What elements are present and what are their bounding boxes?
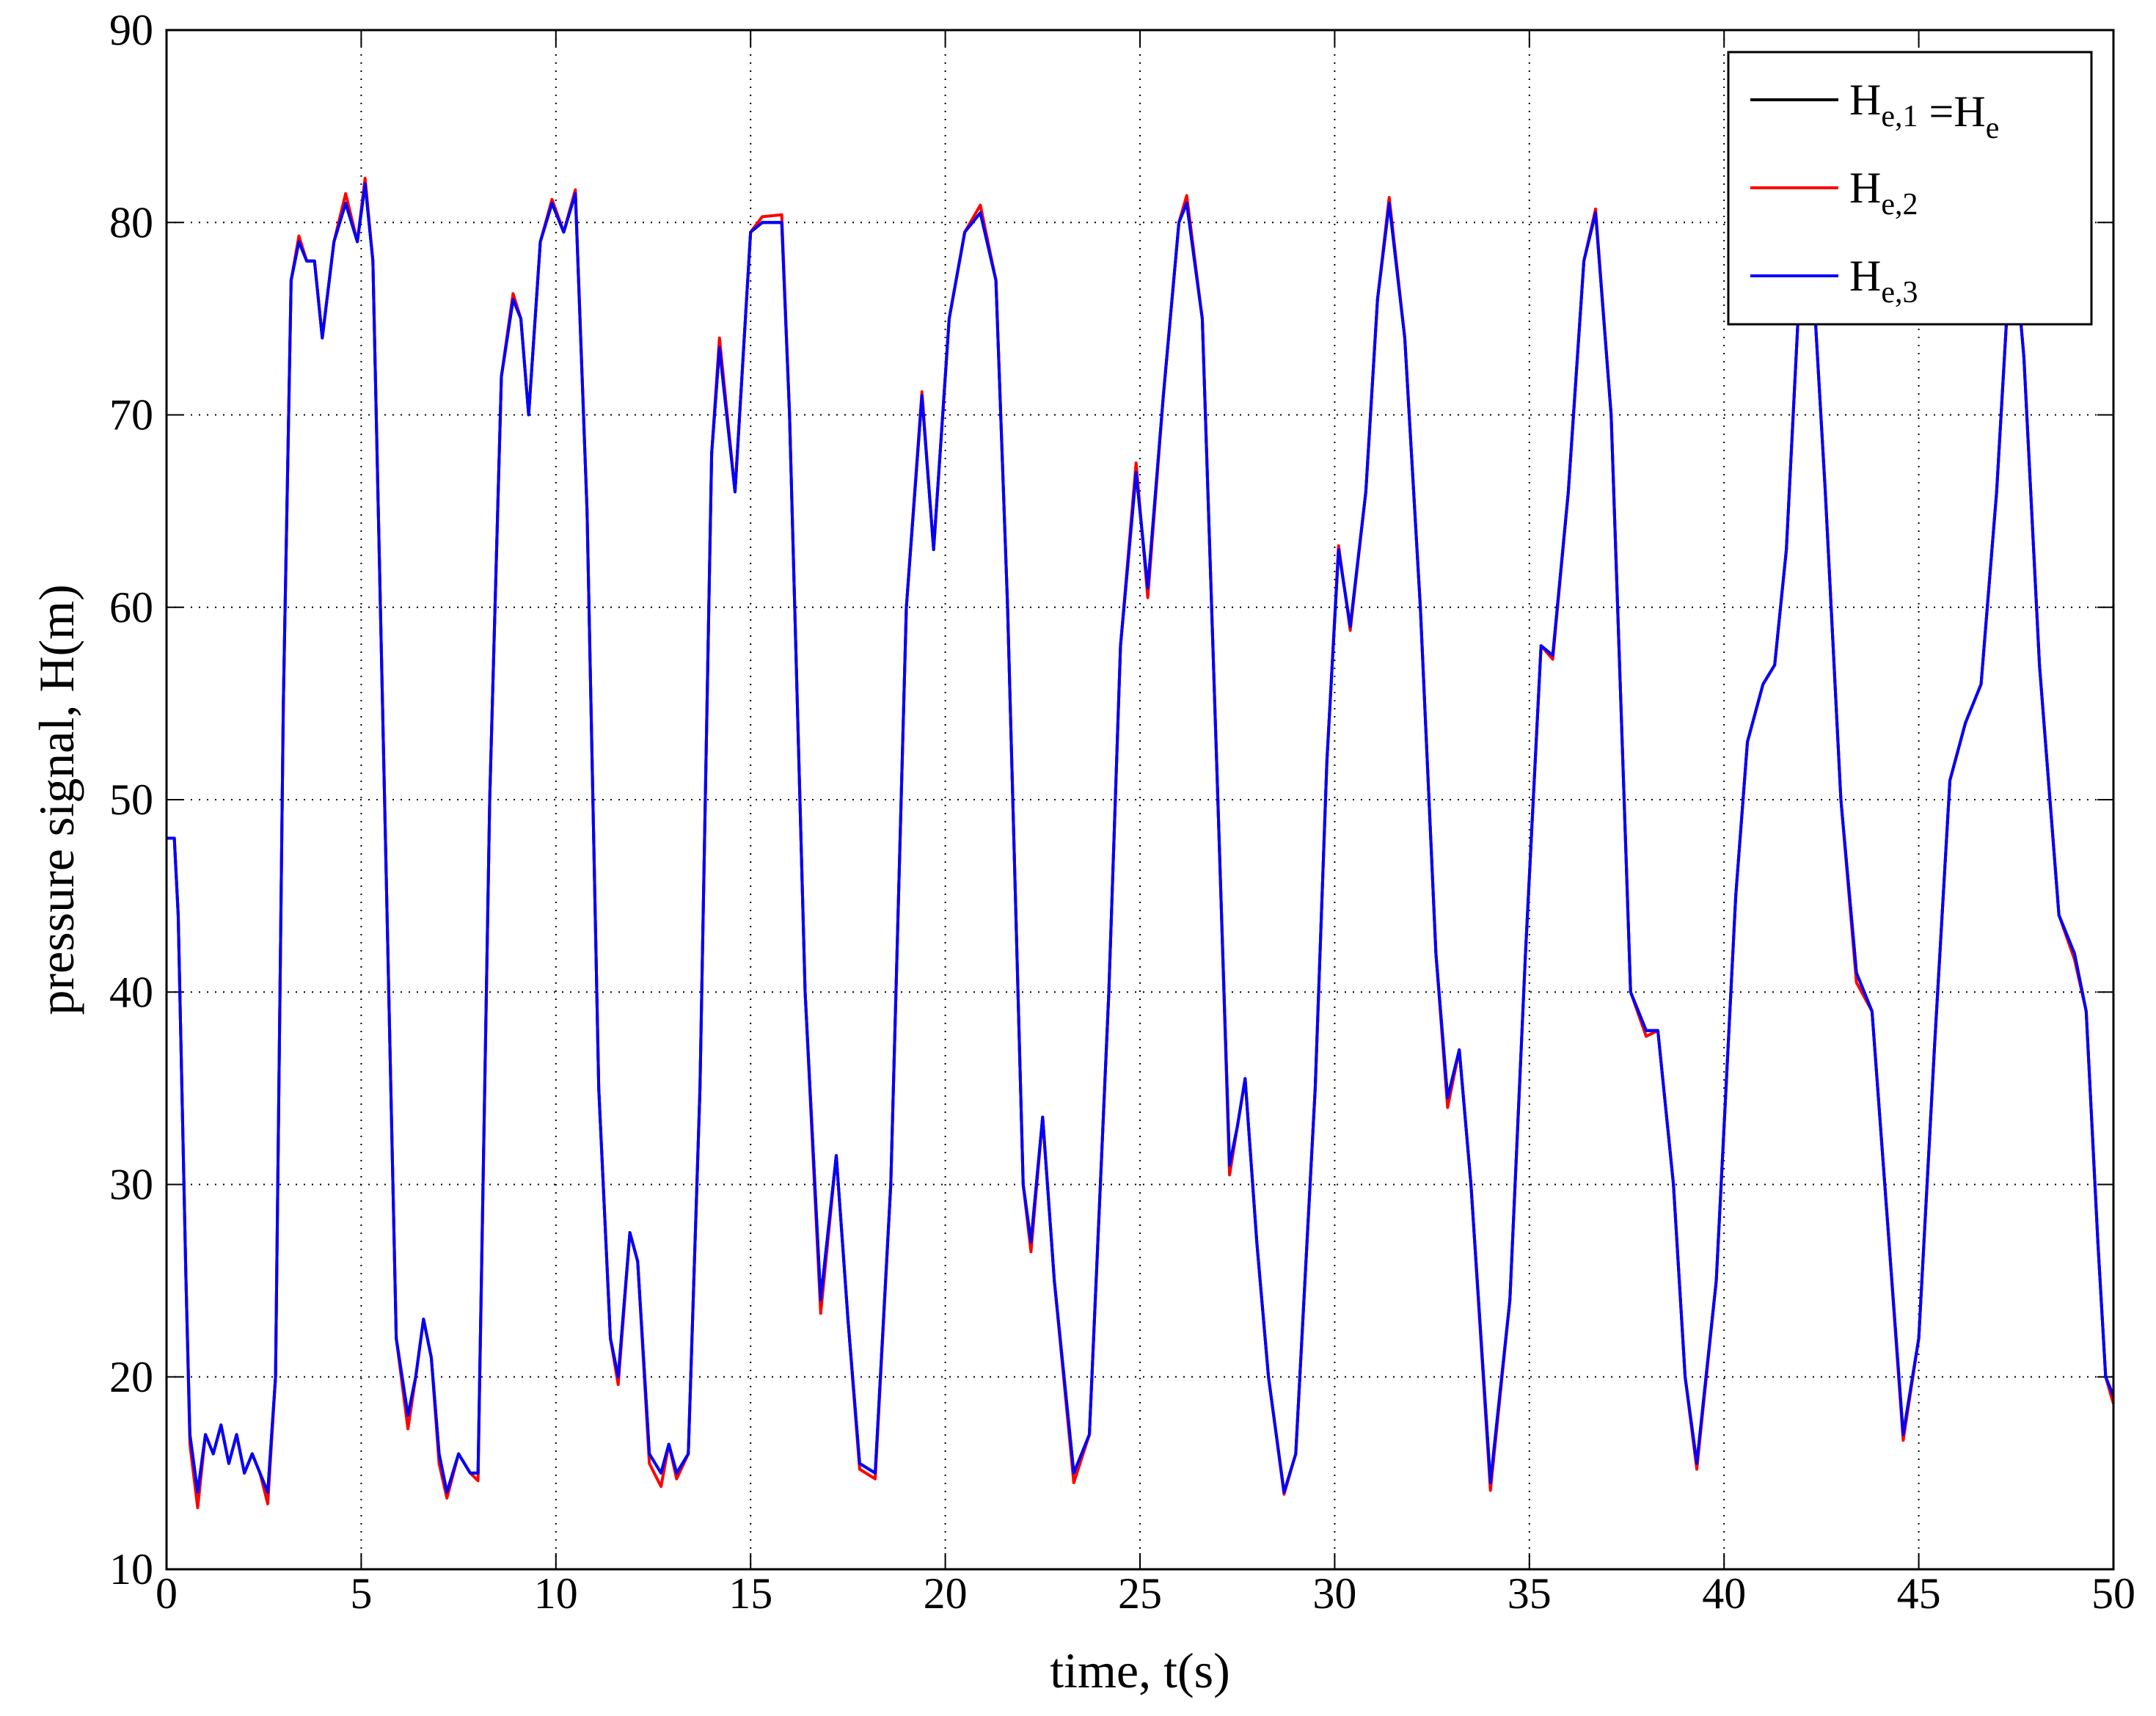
x-tick-label: 30 [1312, 1569, 1356, 1618]
x-tick-label: 0 [156, 1569, 178, 1618]
x-tick-label: 20 [924, 1569, 968, 1618]
legend-label: He,3 [1849, 252, 1918, 310]
x-tick-label: 5 [350, 1569, 372, 1618]
x-tick-label: 25 [1118, 1569, 1162, 1618]
y-tick-label: 70 [109, 391, 153, 439]
legend-label: He,1 =He [1849, 76, 1999, 145]
y-tick-label: 60 [109, 583, 153, 632]
y-axis-label: pressure signal, H(m) [29, 584, 84, 1015]
y-tick-label: 30 [109, 1161, 153, 1209]
x-tick-label: 50 [2091, 1569, 2135, 1618]
series-line [167, 182, 2115, 1494]
y-tick-label: 50 [109, 775, 153, 824]
legend-label: He,2 [1849, 164, 1918, 222]
y-tick-label: 10 [109, 1545, 153, 1593]
y-tick-label: 80 [109, 198, 153, 247]
y-tick-label: 40 [109, 968, 153, 1016]
y-tick-label: 90 [109, 6, 153, 54]
plot-frame [165, 29, 2115, 1571]
x-tick-label: 40 [1702, 1569, 1746, 1618]
x-axis-label: time, t(s) [1050, 1643, 1230, 1698]
x-tick-label: 35 [1508, 1569, 1552, 1618]
x-tick-label: 15 [728, 1569, 772, 1618]
y-tick-label: 20 [109, 1353, 153, 1401]
x-tick-label: 10 [534, 1569, 578, 1618]
x-tick-label: 45 [1897, 1569, 1941, 1618]
